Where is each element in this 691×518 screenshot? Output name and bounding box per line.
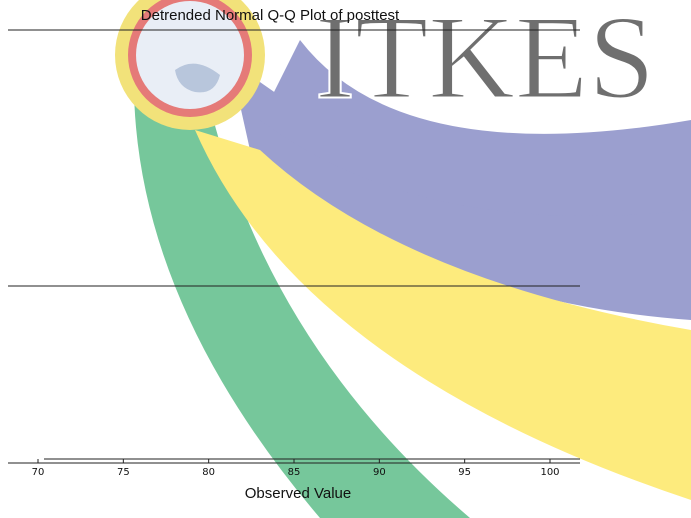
x-tick-label: 95 [458, 467, 471, 478]
x-tick-label: 100 [540, 467, 559, 478]
x-axis-label: Observed Value [245, 485, 351, 502]
x-tick-label: 85 [288, 467, 301, 478]
watermark: ITKES [315, 0, 655, 124]
x-tick-label: 80 [202, 467, 215, 478]
x-tick-label: 70 [32, 467, 45, 478]
logo-continent [175, 63, 220, 93]
background-logo: ITKES [115, 0, 691, 518]
logo-blue-top [260, 40, 691, 216]
x-tick-label: 75 [117, 467, 130, 478]
chart-title: Detrended Normal Q-Q Plot of posttest [141, 7, 400, 24]
x-tick-label: 90 [373, 467, 386, 478]
logo-yellow [195, 130, 691, 500]
